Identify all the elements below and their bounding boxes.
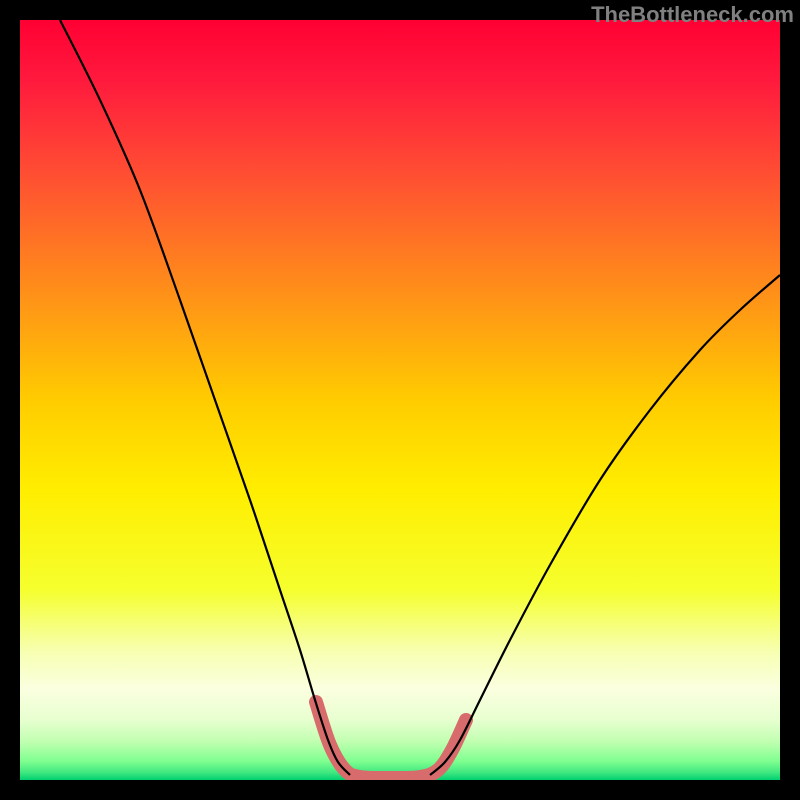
curve-right (430, 275, 780, 775)
highlight-valley-segment (316, 702, 466, 778)
plot-area (20, 20, 780, 780)
curves-overlay (20, 20, 780, 780)
curve-left (60, 20, 350, 775)
chart-container: TheBottleneck.com (0, 0, 800, 800)
watermark-text: TheBottleneck.com (591, 2, 794, 28)
